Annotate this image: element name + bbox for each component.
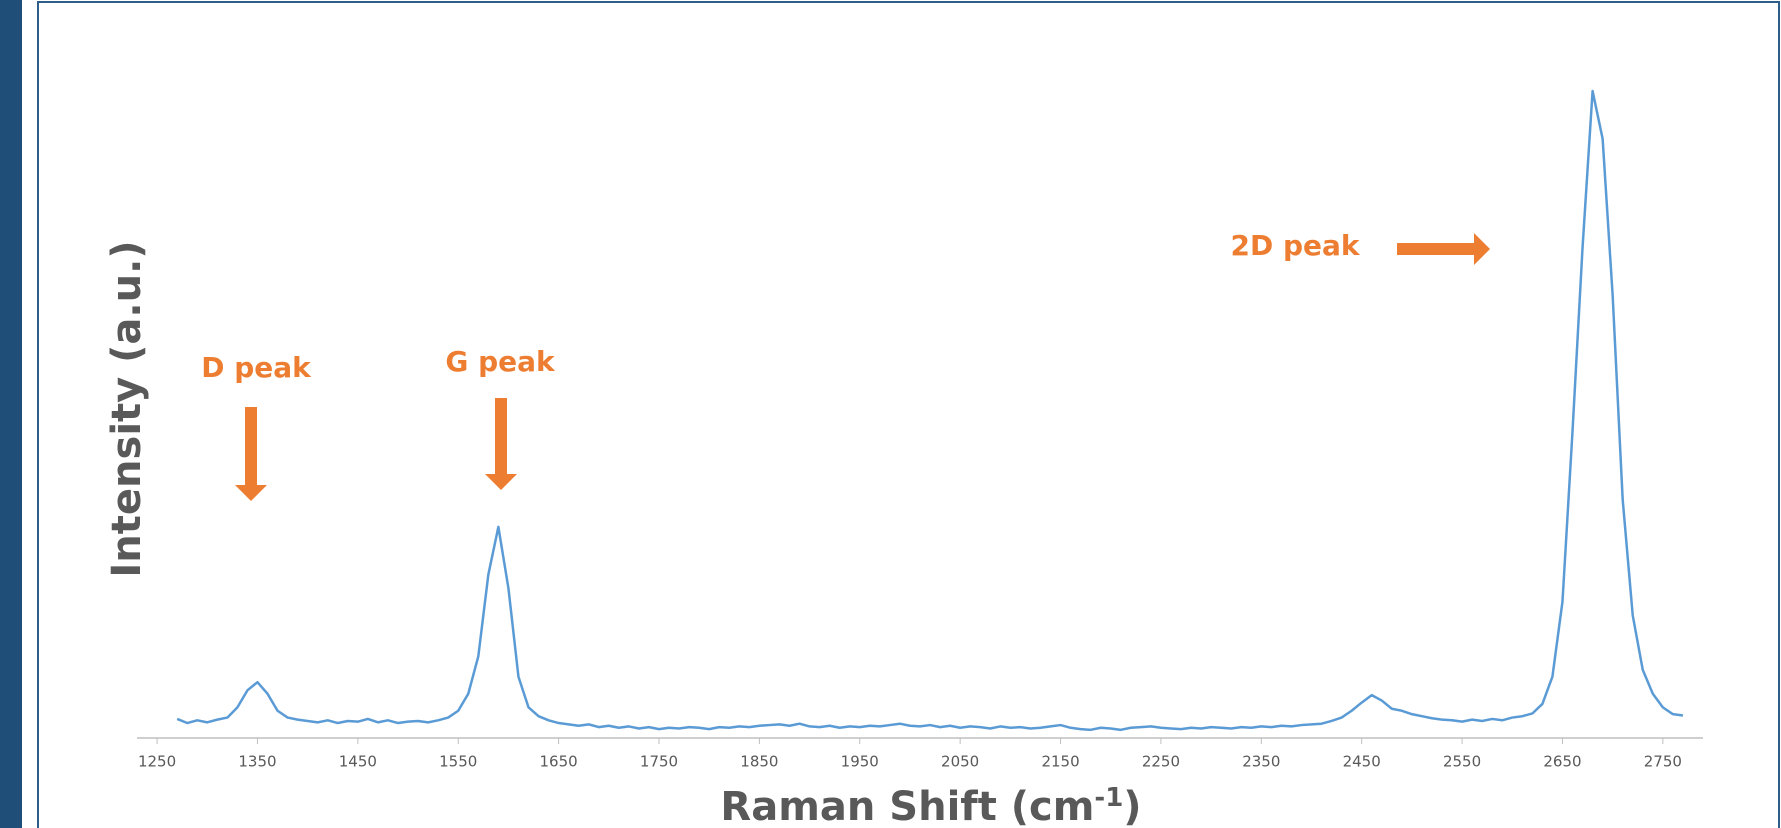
x-axis-title-end: ): [1123, 784, 1141, 828]
x-tick-label: 1350: [238, 753, 276, 771]
y-axis-title: Intensity (a.u.): [104, 240, 150, 577]
x-tick-label: 1550: [439, 753, 477, 771]
x-axis-title: Raman Shift (cm-1): [720, 783, 1141, 828]
x-tick-label: 2150: [1041, 753, 1079, 771]
arrows: [235, 233, 1490, 501]
x-tick-label: 2450: [1343, 753, 1381, 771]
x-tick-label: 2550: [1443, 753, 1481, 771]
x-tick-label: 2350: [1242, 753, 1280, 771]
x-tick-label: 1850: [740, 753, 778, 771]
annotation: D peak: [201, 351, 312, 384]
x-tick-label: 2750: [1644, 753, 1682, 771]
x-tick-label: 1750: [640, 753, 678, 771]
x-tick-label: 1950: [841, 753, 879, 771]
annotation: G peak: [445, 345, 556, 378]
x-tick-label: 2650: [1543, 753, 1581, 771]
x-tick-label: 2250: [1142, 753, 1180, 771]
x-tick-label: 1650: [540, 753, 578, 771]
x-tick-label: 1450: [339, 753, 377, 771]
x-tick-label: 1250: [138, 753, 176, 771]
x-axis-title-sup: -1: [1094, 783, 1123, 813]
arrow: [235, 407, 267, 501]
annotation: 2D peak: [1230, 229, 1360, 262]
arrow: [485, 398, 517, 490]
arrow: [1397, 233, 1490, 265]
frame: [37, 1, 1780, 828]
x-axis-title-main: Raman Shift (cm: [720, 784, 1094, 828]
side-bar: [0, 0, 22, 828]
x-tick-label: 2050: [941, 753, 979, 771]
spectrum-line: [176, 89, 1684, 732]
